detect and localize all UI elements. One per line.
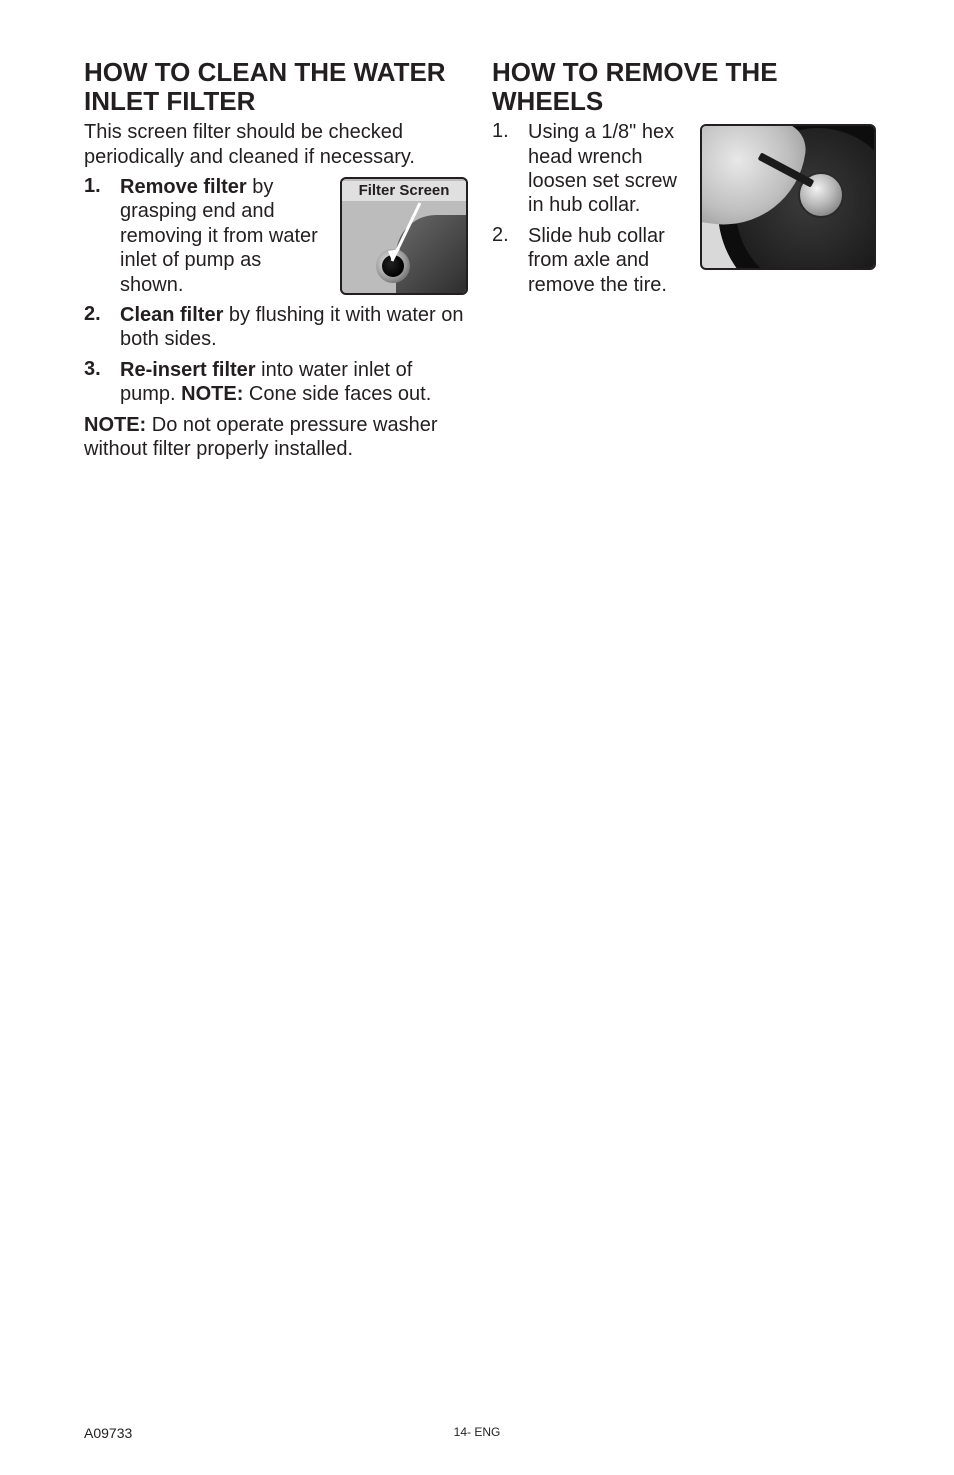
step-bold: Re-insert filter <box>120 359 256 381</box>
page-footer: A09733 14- ENG <box>0 1425 954 1441</box>
left-intro: This screen filter should be checked per… <box>84 120 468 169</box>
step-text: Slide hub collar from axle and remove th… <box>528 224 692 297</box>
step-number: 3. <box>84 358 120 381</box>
doc-number: A09733 <box>84 1425 132 1441</box>
inline-note-rest: Cone side faces out. <box>243 383 431 405</box>
inline-note-label: NOTE: <box>181 383 243 405</box>
right-heading: HOW TO REMOVE THE WHEELS <box>492 58 876 116</box>
right-step-2: 2. Slide hub collar from axle and remove… <box>492 224 692 297</box>
step-bold: Remove filter <box>120 176 247 198</box>
note-label: NOTE: <box>84 414 146 436</box>
left-step-1: 1. Remove filter by grasping end and rem… <box>84 175 330 297</box>
left-step-3: 3. Re-insert filter into water inlet of … <box>84 358 468 407</box>
left-note: NOTE: Do not operate pressure washer wit… <box>84 413 468 462</box>
filter-screen-label: Filter Screen <box>342 181 466 201</box>
step-text: Remove filter by grasping end and removi… <box>120 175 330 297</box>
step-number: 1. <box>492 120 528 143</box>
wheel-figure <box>700 124 876 270</box>
step-text: Re-insert filter into water inlet of pum… <box>120 358 468 407</box>
step-number: 2. <box>492 224 528 247</box>
step-text: Clean filter by flushing it with water o… <box>120 303 468 352</box>
step-text: Using a 1/8" hex head wrench loosen set … <box>528 120 692 218</box>
right-step-1: 1. Using a 1/8" hex head wrench loosen s… <box>492 120 692 218</box>
step-bold: Clean filter <box>120 304 223 326</box>
page-number: 14- ENG <box>454 1425 501 1439</box>
step-number: 1. <box>84 175 120 198</box>
filter-screen-figure: Filter Screen <box>340 177 468 295</box>
left-heading: HOW TO CLEAN THE WATER INLET FILTER <box>84 58 468 116</box>
step-number: 2. <box>84 303 120 326</box>
left-step-2: 2. Clean filter by flushing it with wate… <box>84 303 468 352</box>
